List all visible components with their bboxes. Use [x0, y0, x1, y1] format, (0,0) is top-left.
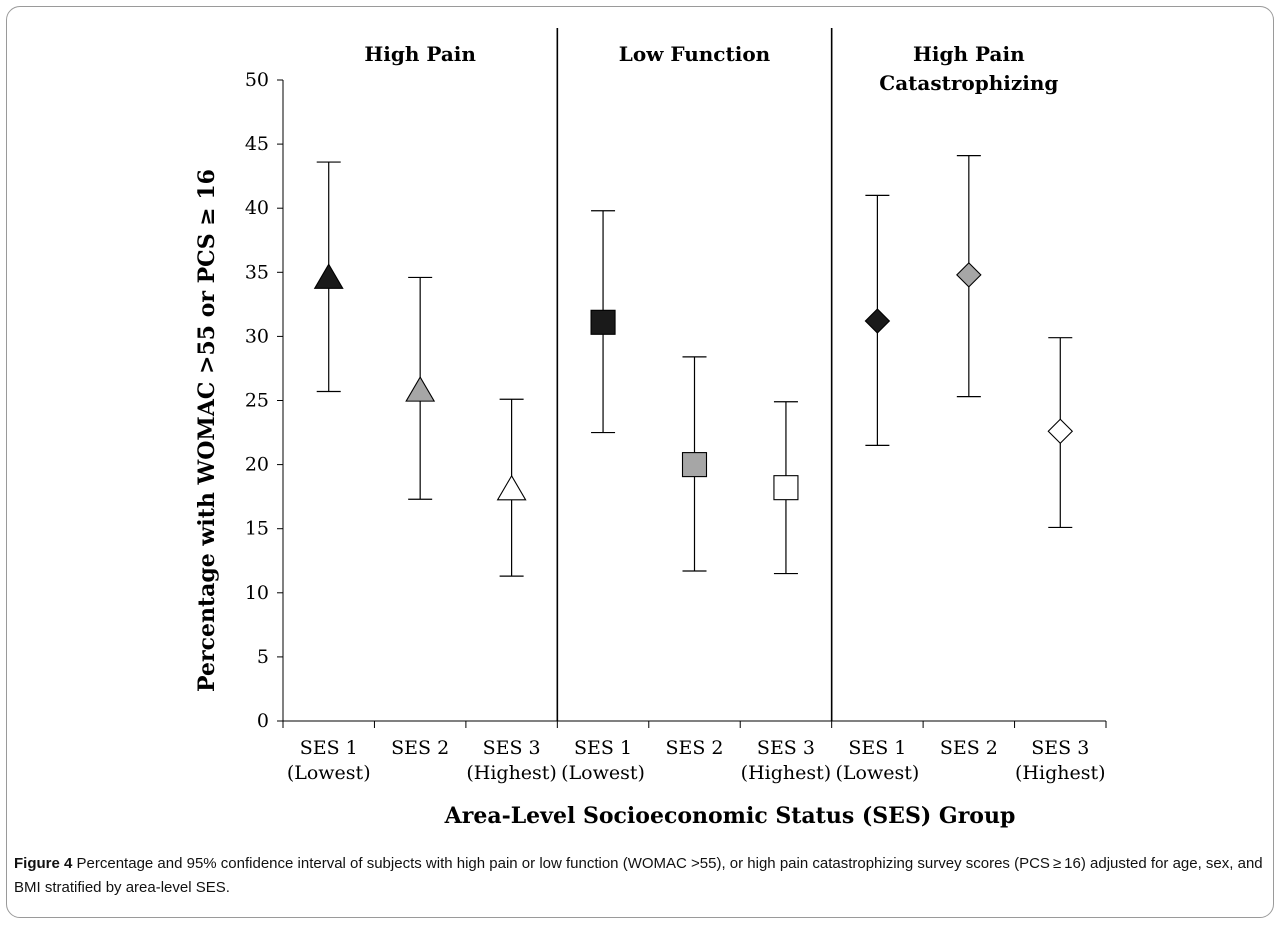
y-tick-label: 0 [257, 710, 269, 732]
panel-label: Catastrophizing [879, 71, 1058, 95]
y-tick-label: 20 [245, 454, 269, 476]
y-tick-label: 25 [245, 390, 269, 412]
triangle-marker [405, 376, 436, 402]
x-tick-label: SES 1 [848, 737, 906, 759]
y-tick-label: 10 [245, 582, 269, 604]
diamond-marker [1047, 418, 1074, 445]
x-tick-label: SES 3 [1031, 737, 1089, 759]
panel-labels: High Pain Low Function High Pain Catastroph… [364, 42, 1058, 95]
x-tick-label: SES 3 [757, 737, 815, 759]
triangle-marker [496, 474, 527, 501]
point-markers [313, 262, 1074, 501]
y-tick-label: 50 [245, 69, 269, 91]
x-tick-label: SES 1 [574, 737, 632, 759]
panel-label: Low Function [619, 42, 771, 66]
panel-dividers [556, 28, 833, 721]
panel-label: High Pain [913, 42, 1025, 66]
x-tick-label: SES 2 [665, 737, 723, 759]
x-axis-label: Area-Level Socioeconomic Status (SES) Gr… [444, 803, 1016, 829]
y-tick-label: 45 [245, 133, 269, 155]
figure-caption: Figure 4 Percentage and 95% confidence i… [14, 852, 1266, 900]
x-tick-label: SES 2 [391, 737, 449, 759]
y-tick-label: 35 [245, 261, 269, 283]
caption-text: Percentage and 95% confidence interval o… [14, 855, 1263, 896]
triangle-marker [313, 263, 344, 289]
x-tick-label: (Lowest) [835, 762, 919, 784]
y-tick-label: 15 [245, 518, 269, 540]
figure-frame [6, 6, 1274, 918]
square-marker [590, 309, 616, 335]
x-tick-label: (Highest) [1015, 762, 1106, 784]
error-bars [316, 155, 1073, 577]
square-marker [773, 475, 799, 501]
x-tick-label: (Lowest) [287, 762, 371, 784]
x-tick-label: SES 3 [483, 737, 541, 759]
y-tick-label: 5 [257, 646, 269, 668]
x-tick-label: (Highest) [466, 762, 557, 784]
x-tick-label: (Highest) [741, 762, 832, 784]
x-axis-ticks: SES 1 (Lowest) SES 2 SES 3 (Highest) SES 1 (Lo… [282, 721, 1107, 784]
caption-label: Figure 4 [14, 855, 73, 872]
y-tick-label: 40 [245, 197, 269, 219]
diamond-marker [864, 308, 891, 334]
y-tick-label: 30 [245, 325, 269, 347]
diamond-marker [956, 262, 982, 288]
x-tick-label: SES 2 [940, 737, 998, 759]
y-axis-label: Percentage with WOMAC >55 or PCS ≥ 16 [194, 169, 220, 692]
panel-label: High Pain [364, 42, 476, 66]
square-marker [681, 452, 708, 478]
y-axis-ticks: 0 5 10 15 20 25 30 35 40 45 50 [245, 69, 283, 732]
x-tick-label: (Lowest) [561, 762, 645, 784]
x-tick-label: SES 1 [300, 737, 358, 759]
